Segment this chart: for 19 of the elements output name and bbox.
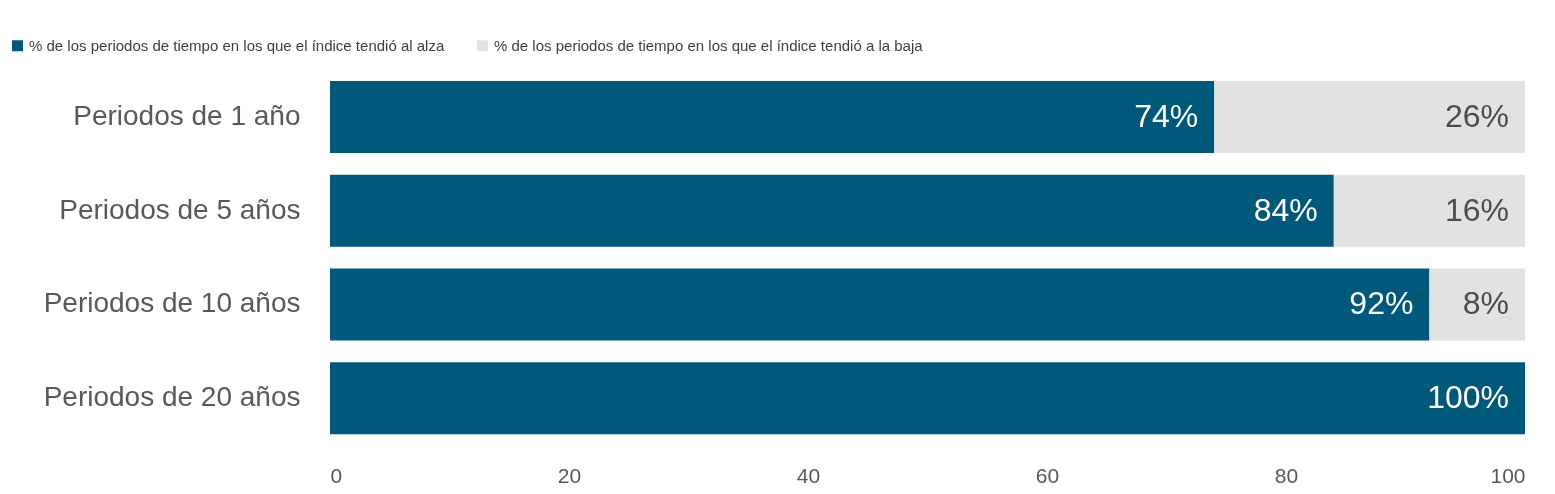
x-tick-label: 80 [1274,463,1299,487]
data-label: 92% [1349,285,1414,322]
data-label: 8% [1462,285,1509,322]
data-label: 84% [1253,191,1318,228]
y-tick-label: Periodos de 10 años [43,287,301,319]
y-tick-label: Periodos de 1 año [73,99,301,131]
x-tick-label: 40 [796,463,821,487]
data-label: 16% [1444,191,1509,228]
x-tick-label: 0 [330,463,343,487]
x-tick-label: 20 [557,463,582,487]
y-tick-label: Periodos de 20 años [43,381,301,413]
x-tick-label: 100 [1490,463,1526,487]
data-label: 26% [1444,97,1509,134]
legend-label: % de los periodos de tiempo en los que el índice tendió a la baja [494,36,924,54]
y-tick-label: Periodos de 5 años [59,193,301,225]
data-label: 100% [1427,379,1509,416]
legend-label: % de los periodos de tiempo en los que el índice tendió al alza [29,36,445,54]
data-label: 74% [1134,97,1199,134]
x-tick-label: 60 [1035,463,1060,487]
